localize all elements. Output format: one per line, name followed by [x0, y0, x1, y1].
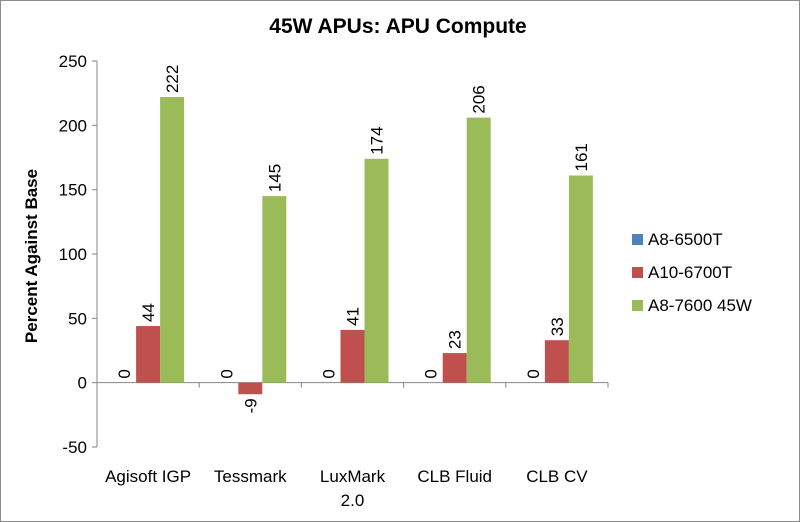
data-label: 161 [572, 143, 591, 171]
bar [136, 326, 161, 383]
data-label: 0 [217, 369, 236, 378]
bar [238, 382, 263, 395]
y-tick-label: -50 [62, 438, 87, 457]
bar [466, 117, 491, 383]
data-label: 0 [320, 369, 339, 378]
data-label: 0 [422, 369, 441, 378]
bar [544, 340, 569, 383]
data-label: 174 [368, 126, 387, 154]
legend: A8-6500T A10-6700T A8-7600 45W [632, 230, 752, 315]
y-tick-label: 0 [78, 374, 87, 393]
data-label: 145 [265, 164, 284, 192]
data-label: 33 [548, 317, 567, 336]
data-label: 0 [524, 369, 543, 378]
x-category-label: CLB Fluid [417, 467, 492, 486]
legend-swatch [632, 300, 643, 311]
x-category-label: Tessmark [214, 467, 287, 486]
legend-label: A8-7600 45W [648, 296, 752, 315]
bar [364, 158, 389, 383]
y-tick-label: 150 [59, 181, 87, 200]
bar [262, 196, 287, 383]
data-label: 41 [344, 307, 363, 326]
data-label: -9 [241, 398, 260, 413]
legend-swatch [632, 234, 643, 245]
y-tick-label: 100 [59, 245, 87, 264]
bar [340, 329, 365, 383]
bar [568, 175, 593, 383]
bar [442, 353, 467, 383]
legend-label: A10-6700T [648, 263, 732, 282]
legend-swatch [632, 267, 643, 278]
x-category-label: Agisoft IGP [105, 467, 191, 486]
data-label: 222 [163, 65, 182, 93]
data-label: 44 [139, 303, 158, 322]
y-axis-label: Percent Against Base [22, 169, 41, 343]
data-label: 206 [470, 85, 489, 113]
y-tick-label: 200 [59, 116, 87, 135]
x-category-label: LuxMark [320, 467, 386, 486]
legend-label: A8-6500T [648, 230, 723, 249]
x-category-label: 2.0 [341, 491, 365, 510]
y-tick-label: 250 [59, 52, 87, 71]
bar [160, 97, 185, 383]
y-tick-label: 50 [68, 309, 87, 328]
data-label: 23 [446, 330, 465, 349]
chart-title: 45W APUs: APU Compute [269, 15, 526, 38]
plot-area: -50 0 50 100 150 200 250 Agisoft IGP Tessmark Lux… [59, 52, 609, 510]
data-label: 0 [115, 369, 134, 378]
x-category-label: CLB CV [526, 467, 588, 486]
